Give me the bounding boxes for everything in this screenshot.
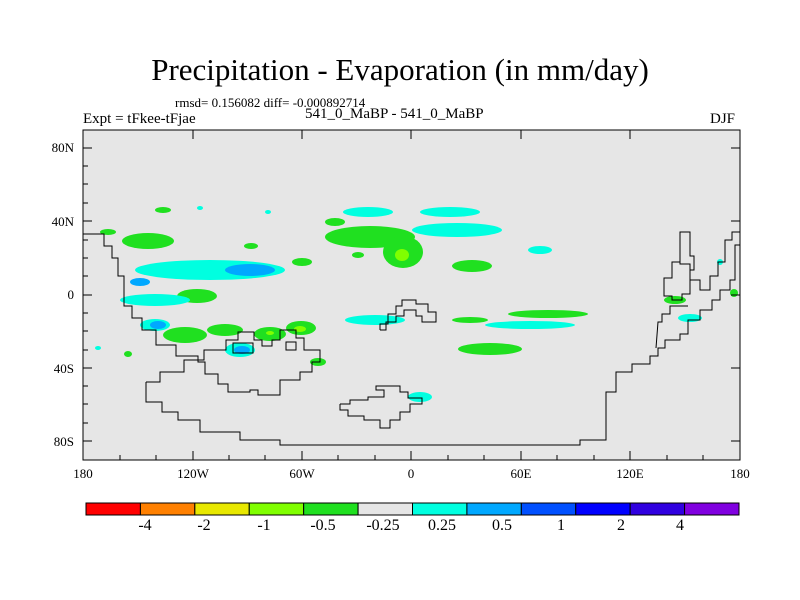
colorbar-box	[575, 502, 631, 516]
patch	[234, 346, 250, 354]
difference-patches	[95, 206, 738, 402]
patch	[225, 264, 275, 276]
colorbar-label: -0.25	[366, 517, 400, 534]
patch	[343, 207, 393, 217]
patch	[452, 260, 492, 272]
case-label: 541_0_MaBP - 541_0_MaBP	[305, 106, 484, 122]
colorbar	[85, 502, 740, 516]
patch	[95, 346, 101, 350]
season-label: DJF	[710, 111, 736, 127]
island	[285, 341, 297, 351]
lat-label-80n: 80N	[51, 140, 74, 155]
patch	[163, 327, 207, 343]
lon-label-0: 0	[407, 466, 415, 481]
colorbar-box	[303, 502, 359, 516]
patch	[122, 233, 174, 249]
lon-label-120e: 120E	[616, 466, 644, 481]
lat-label-40s: 40S	[53, 361, 74, 376]
island	[232, 342, 254, 354]
lat-label-80s: 80S	[53, 434, 74, 449]
patch	[130, 278, 150, 286]
lon-label-60w: 60W	[289, 466, 315, 481]
lat-label-0: 0	[67, 287, 75, 302]
patch	[325, 218, 345, 226]
patch	[124, 351, 132, 357]
colorbar-box	[629, 502, 686, 516]
coastlines	[83, 231, 740, 446]
patch	[150, 321, 166, 329]
colorbar-box	[248, 502, 305, 516]
colorbar-box	[357, 502, 414, 516]
coastline	[145, 244, 740, 446]
colorbar-label: 1	[557, 517, 565, 534]
patch	[266, 331, 274, 335]
colorbar-label: -4	[138, 517, 152, 534]
colorbar-box	[466, 502, 522, 516]
patch	[528, 246, 552, 254]
patch	[412, 223, 502, 237]
patch	[458, 343, 522, 355]
lon-label-120w: 120W	[177, 466, 209, 481]
negative-patches	[100, 207, 738, 366]
experiment-label: Expt = tFkee-tFjae	[83, 111, 196, 127]
patch	[294, 326, 306, 332]
colorbar-box	[412, 502, 468, 516]
patch	[395, 249, 409, 261]
coastline	[339, 385, 423, 429]
patch	[120, 294, 190, 306]
patch	[292, 258, 312, 266]
patch	[244, 243, 258, 249]
coastline	[83, 233, 321, 396]
patch	[678, 314, 702, 322]
stats-line: rmsd= 0.156082 diff= -0.000892714	[175, 95, 366, 110]
lon-label-180w: 180	[73, 466, 93, 481]
patch	[265, 210, 271, 214]
patch	[207, 324, 243, 336]
patch	[408, 392, 432, 402]
patch	[730, 289, 738, 297]
colorbar-box	[85, 502, 141, 516]
lon-label-180e: 180	[730, 466, 750, 481]
colorbar-box	[684, 502, 740, 516]
colorbar-label: -0.5	[310, 517, 336, 534]
patch	[485, 321, 575, 329]
colorbar-label: 2	[617, 517, 625, 534]
coastline	[379, 299, 437, 331]
colorbar-box	[139, 502, 196, 516]
patch	[197, 206, 203, 210]
lat-label-40n: 40N	[51, 214, 74, 229]
map-frame	[82, 129, 741, 461]
patch	[352, 252, 364, 258]
colorbar-label: 0.5	[492, 517, 512, 534]
colorbar-box	[194, 502, 250, 516]
strong-negative-patches	[266, 249, 409, 335]
colorbar-label: 0.25	[428, 517, 456, 534]
colorbar-label: -2	[197, 517, 211, 534]
patch	[420, 207, 480, 217]
lon-label-60e: 60E	[510, 466, 532, 481]
patch	[508, 310, 588, 318]
patch	[452, 317, 488, 323]
colorbar-label: 4	[676, 517, 684, 534]
colorbar-label: -1	[257, 517, 271, 534]
colorbar-box	[520, 502, 577, 516]
patch	[155, 207, 171, 213]
coastline	[655, 305, 688, 349]
strong-positive-patches	[130, 264, 275, 354]
coastline	[663, 231, 740, 301]
plot-title: Precipitation - Evaporation (in mm/day)	[151, 52, 649, 87]
